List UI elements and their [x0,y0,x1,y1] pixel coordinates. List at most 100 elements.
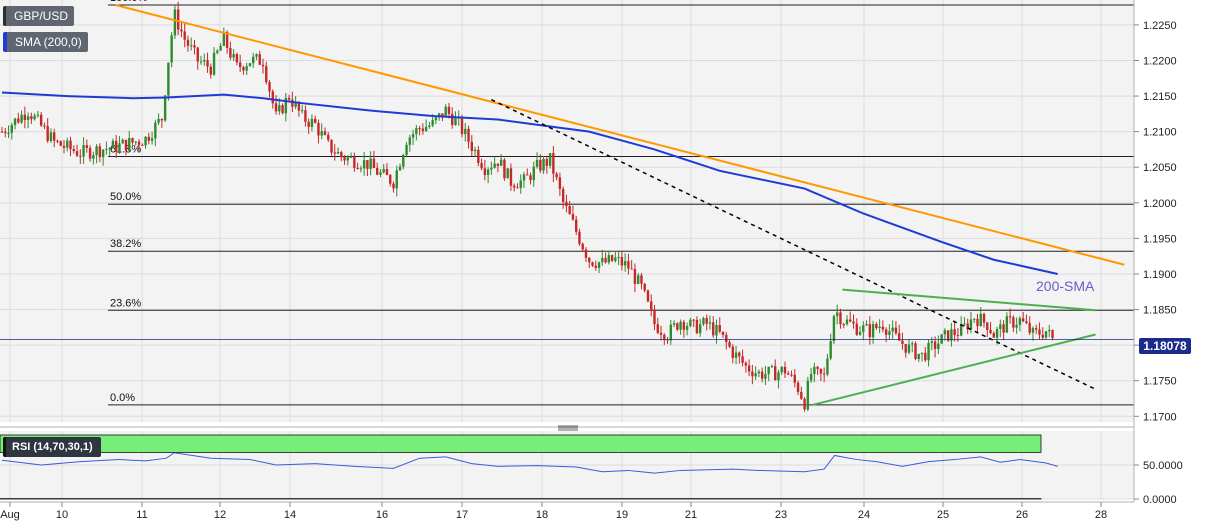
candle-up [402,155,405,167]
candle-down [571,214,575,220]
candle-up [689,319,692,327]
candle-up [434,117,438,121]
candle-up [415,128,418,135]
fib-level-label: 50.0% [110,191,141,203]
candle-up [49,132,53,141]
candle-down [627,261,630,269]
candle-down [747,365,751,372]
candle-up [519,180,522,188]
candle-up [464,128,467,135]
candle-up [780,366,783,373]
candle-up [943,330,947,335]
fibonacci-levels: 100.0%61.8%50.0%38.2%23.6%0.0% [108,0,1134,406]
candle-down [480,162,483,169]
candle-down [989,329,992,334]
candle-down [555,173,558,178]
candle-up [636,275,640,284]
candle-down [441,113,444,118]
candle-up [548,153,552,166]
candle-down [539,159,542,171]
candle-down [307,121,310,127]
candle-up [444,106,447,118]
candle-up [597,262,601,268]
candle-down [180,29,183,32]
candle-down [160,118,164,121]
candle-down [721,331,725,335]
candle-down [712,322,715,336]
candle-up [486,169,490,176]
sma-callout-label: 200-SMA [1036,278,1095,294]
candle-up [369,158,372,169]
candle-up [362,160,366,169]
candle-up [310,118,314,127]
candle-down [803,398,806,410]
candle-down [85,145,89,148]
candle-up [959,324,963,336]
candle-down [565,201,568,207]
candle-down [591,262,594,266]
candle-down [385,169,389,176]
candle-down [578,231,581,244]
candle-down [17,118,20,123]
candle-down [705,318,708,324]
candle-down [62,145,66,148]
candle-up [144,136,147,146]
candle-down [43,125,46,127]
candle-down [986,322,989,330]
pane-resize-grip-icon[interactable] [558,425,578,431]
candle-down [356,167,359,169]
candle-down [620,257,624,266]
candle-down [725,334,728,343]
candle-down [317,122,320,136]
candle-down [206,60,209,67]
candle-down [131,138,134,143]
candle-up [95,146,98,156]
candle-up [829,341,832,359]
candle-down [790,374,793,376]
candle-up [1031,328,1035,333]
candle-down [137,141,141,145]
candle-down [526,174,529,176]
candle-up [431,120,434,126]
candle-up [150,138,154,141]
candle-down [98,146,102,158]
time-tick-label: Aug [0,509,20,521]
candle-up [212,52,216,75]
candle-down [646,290,650,302]
price-axis-ticks: 1.2250 1.2200 1.2150 1.2100 1.2050 1.2000 1.19… [1134,20,1177,423]
sma-indicator-label[interactable]: SMA (200,0) [3,32,88,52]
candle-up [219,45,222,51]
candle-down [924,352,927,361]
fib-level-label: 38.2% [110,238,141,250]
candle-down [855,323,858,335]
candle-up [105,148,108,150]
candle-down [839,312,842,325]
price-tick-label: 1.1950 [1143,233,1177,245]
candle-up [777,372,780,381]
candle-up [320,131,323,136]
candle-down [728,342,731,347]
candle-up [734,352,738,358]
candle-up [134,141,137,143]
candle-down [183,31,186,40]
candle-up [770,366,774,368]
candle-up [920,352,924,354]
candle-up [408,137,412,145]
candle-up [767,366,770,375]
candle-up [398,166,402,171]
candle-up [10,125,13,133]
candle-down [783,366,787,374]
symbol-label[interactable]: GBP/USD [3,6,75,26]
candle-down [793,374,796,383]
candle-up [917,353,920,359]
candle-up [715,325,718,336]
candle-up [121,139,124,144]
candle-down [796,382,800,392]
fib-level-label: 0.0% [110,392,135,404]
candle-up [764,374,767,379]
candle-up [36,114,40,116]
last-price-flag: 1.18078 [1139,338,1191,354]
candle-down [552,153,555,174]
rsi-indicator-label[interactable]: RSI (14,70,30,1) [3,437,101,457]
candle-down [630,268,633,270]
